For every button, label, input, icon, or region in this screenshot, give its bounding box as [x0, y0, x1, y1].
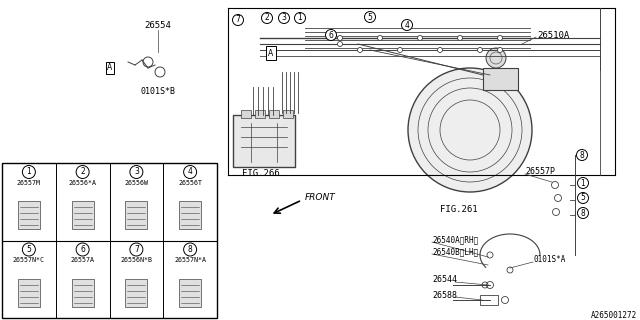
Bar [125, 201, 147, 229]
Text: 8: 8 [580, 150, 584, 159]
Circle shape [486, 48, 506, 68]
Text: 0101S*B: 0101S*B [141, 87, 175, 97]
Text: A265001272: A265001272 [591, 310, 637, 319]
Circle shape [22, 243, 35, 256]
Text: 1: 1 [298, 13, 302, 22]
Text: 5: 5 [26, 245, 31, 254]
Text: 5: 5 [367, 12, 372, 21]
Text: 26557N*C: 26557N*C [13, 258, 45, 263]
Text: 8: 8 [580, 209, 586, 218]
Text: FIG.266: FIG.266 [242, 169, 280, 178]
Text: 5: 5 [580, 194, 586, 203]
Text: 2: 2 [80, 167, 85, 177]
Circle shape [577, 178, 589, 188]
Bar [72, 278, 93, 307]
Bar [233, 115, 295, 167]
Circle shape [507, 267, 513, 273]
Text: A: A [108, 63, 113, 73]
Circle shape [358, 47, 362, 52]
Circle shape [497, 36, 502, 41]
Bar [269, 110, 279, 118]
Circle shape [337, 36, 342, 41]
Text: 6: 6 [328, 30, 333, 39]
Text: 3: 3 [282, 13, 287, 22]
Text: FIG.261: FIG.261 [440, 205, 477, 214]
Text: 4: 4 [404, 20, 410, 29]
Text: 26556T: 26556T [178, 180, 202, 186]
Bar [125, 278, 147, 307]
Circle shape [487, 297, 493, 303]
Text: 26544: 26544 [432, 276, 457, 284]
Circle shape [184, 165, 196, 179]
Text: 2: 2 [264, 13, 269, 22]
Circle shape [294, 12, 305, 23]
Text: 26588: 26588 [432, 291, 457, 300]
Text: 3: 3 [134, 167, 139, 177]
Text: 26556*A: 26556*A [68, 180, 97, 186]
Circle shape [22, 165, 35, 179]
Text: 26540A〈RH〉: 26540A〈RH〉 [432, 236, 478, 244]
Text: 0101S*A: 0101S*A [533, 255, 565, 265]
Text: 26510A: 26510A [537, 30, 569, 39]
Text: 1: 1 [26, 167, 31, 177]
Circle shape [458, 36, 463, 41]
Circle shape [232, 14, 243, 26]
Text: 4: 4 [188, 167, 193, 177]
Circle shape [76, 243, 89, 256]
Text: 7: 7 [236, 15, 241, 25]
Circle shape [577, 207, 589, 219]
Circle shape [262, 12, 273, 23]
Bar [241, 110, 251, 118]
Text: FRONT: FRONT [305, 194, 336, 203]
Circle shape [577, 193, 589, 204]
Bar [255, 110, 265, 118]
Bar [283, 110, 293, 118]
Circle shape [130, 165, 143, 179]
Circle shape [184, 243, 196, 256]
Circle shape [326, 29, 337, 41]
Bar [483, 68, 518, 90]
Circle shape [477, 47, 483, 52]
Bar [72, 201, 93, 229]
Circle shape [401, 20, 413, 30]
Circle shape [130, 243, 143, 256]
Circle shape [76, 165, 89, 179]
Circle shape [487, 252, 493, 258]
Circle shape [417, 36, 422, 41]
Text: 26557N*A: 26557N*A [174, 258, 206, 263]
Circle shape [552, 209, 559, 215]
Circle shape [552, 181, 559, 188]
Bar [18, 201, 40, 229]
Text: 26554: 26554 [145, 20, 172, 29]
Text: 26557P: 26557P [525, 167, 555, 177]
Circle shape [577, 149, 588, 161]
Text: 26557M: 26557M [17, 180, 41, 186]
Circle shape [408, 68, 532, 192]
Bar [2, 163, 217, 318]
Text: 26556N*B: 26556N*B [120, 258, 152, 263]
Text: 26540B〈LH〉: 26540B〈LH〉 [432, 247, 478, 257]
Bar [179, 201, 201, 229]
Text: 26556W: 26556W [124, 180, 148, 186]
Text: A: A [268, 49, 274, 58]
Text: 8: 8 [188, 245, 193, 254]
Bar [179, 278, 201, 307]
Circle shape [482, 282, 488, 288]
Circle shape [337, 42, 342, 46]
Circle shape [397, 47, 403, 52]
Circle shape [378, 36, 383, 41]
Text: 1: 1 [580, 179, 586, 188]
Bar [18, 278, 40, 307]
Circle shape [365, 12, 376, 22]
Circle shape [278, 12, 289, 23]
Bar [480, 295, 498, 305]
Circle shape [438, 47, 442, 52]
Circle shape [554, 195, 561, 202]
Text: 6: 6 [80, 245, 85, 254]
Text: 26557A: 26557A [70, 258, 95, 263]
Text: 7: 7 [134, 245, 139, 254]
Circle shape [497, 47, 502, 52]
